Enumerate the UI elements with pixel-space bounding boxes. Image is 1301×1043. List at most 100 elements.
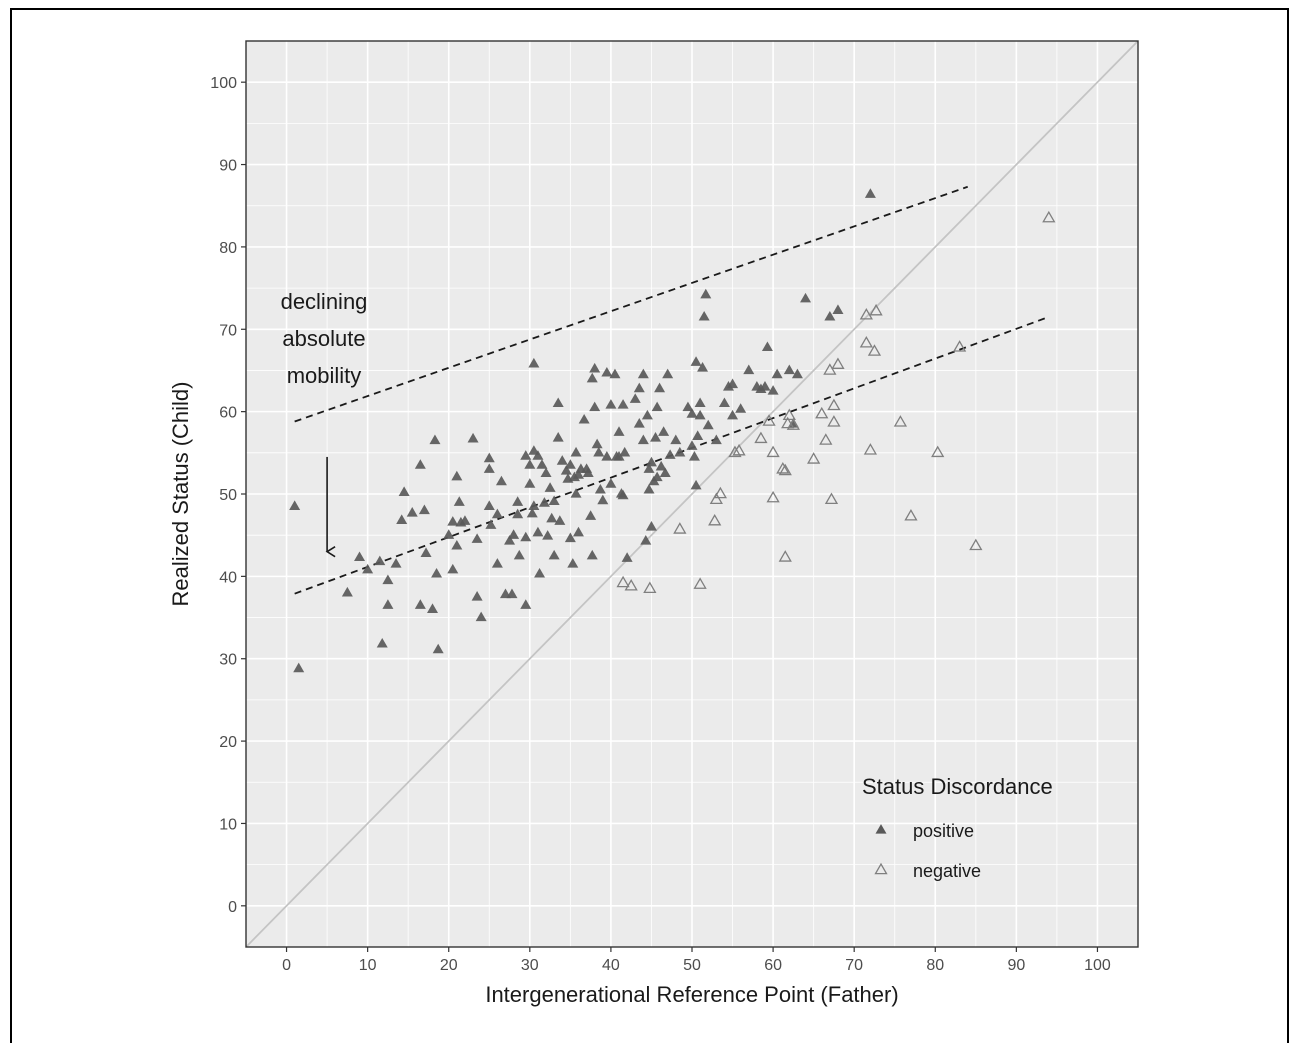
data-point-negative xyxy=(732,443,746,456)
data-point-positive xyxy=(694,409,706,420)
x-tick-label: 100 xyxy=(1084,957,1111,974)
data-point-positive xyxy=(643,463,655,473)
data-point-positive xyxy=(613,451,625,461)
data-point-positive xyxy=(761,341,773,352)
data-point-positive xyxy=(643,483,655,494)
annotation-line-3: mobility xyxy=(287,363,362,388)
y-tick-label: 60 xyxy=(219,405,237,422)
data-point-positive xyxy=(548,495,560,506)
data-point-negative xyxy=(713,486,728,499)
data-point-positive xyxy=(674,446,686,457)
legend-title: Status Discordance xyxy=(862,774,1053,799)
data-point-positive xyxy=(578,413,590,424)
y-tick-label: 80 xyxy=(219,240,237,257)
y-tick-label: 90 xyxy=(219,158,237,175)
y-tick-label: 30 xyxy=(219,652,237,669)
data-point-positive xyxy=(418,504,430,515)
data-point-positive xyxy=(609,368,621,379)
data-point-positive xyxy=(637,434,649,445)
data-point-positive xyxy=(702,419,714,430)
y-tick-label: 100 xyxy=(210,75,237,92)
data-point-positive xyxy=(791,368,803,379)
data-point-positive xyxy=(556,455,568,465)
data-point-negative xyxy=(708,513,722,526)
data-point-positive xyxy=(532,450,544,460)
data-point-positive xyxy=(390,558,402,568)
data-point-positive xyxy=(864,188,876,198)
data-point-positive xyxy=(483,452,495,463)
data-point-negative xyxy=(776,462,790,474)
x-tick-label: 0 xyxy=(282,957,291,974)
data-point-positive xyxy=(520,531,532,542)
data-point-positive xyxy=(664,449,676,459)
data-point-positive xyxy=(406,507,418,517)
y-tick-label: 20 xyxy=(219,734,237,751)
data-point-positive xyxy=(534,567,546,578)
axis-ticks: 0 10 20 30 40 50 60 70 80 90 100 0 10 20 30 40 50 60 70 80 9… xyxy=(210,75,1111,974)
data-point-negative xyxy=(863,443,878,455)
data-point-positive xyxy=(621,552,633,562)
data-point-positive xyxy=(659,467,671,478)
data-point-positive xyxy=(512,496,524,506)
data-point-positive xyxy=(431,567,443,578)
data-point-positive xyxy=(420,547,432,557)
data-point-positive xyxy=(427,603,439,613)
data-point-negative xyxy=(827,398,841,411)
data-point-positive xyxy=(542,530,554,540)
data-point-negative xyxy=(823,363,837,375)
data-point-positive xyxy=(536,459,548,469)
data-point-positive xyxy=(633,382,645,393)
data-point-negative xyxy=(616,575,630,588)
data-point-negative xyxy=(728,445,742,458)
reference-line-fit-upper xyxy=(294,185,969,423)
data-point-negative xyxy=(893,415,908,427)
data-point-positive xyxy=(658,426,670,436)
data-point-negative xyxy=(859,336,873,348)
data-point-positive xyxy=(554,515,566,525)
legend-label-positive: positive xyxy=(913,821,974,841)
data-point-positive xyxy=(617,399,629,409)
data-point-negative xyxy=(778,550,792,562)
legend-marker-negative xyxy=(874,862,888,875)
legend-marker-positive xyxy=(875,824,887,834)
x-tick-label: 50 xyxy=(683,957,701,974)
data-point-positive xyxy=(698,310,710,321)
y-tick-label: 50 xyxy=(219,487,237,504)
data-point-negative xyxy=(827,415,841,427)
data-point-positive xyxy=(832,304,844,314)
x-tick-label: 30 xyxy=(521,957,539,974)
data-point-positive xyxy=(354,551,366,562)
data-point-positive xyxy=(552,432,564,442)
data-point-positive xyxy=(293,662,305,673)
data-point-positive xyxy=(650,432,662,442)
data-point-positive xyxy=(532,526,544,537)
data-point-positive xyxy=(572,469,584,479)
data-point-positive xyxy=(727,378,739,389)
y-tick-label: 0 xyxy=(228,899,237,916)
data-point-positive xyxy=(471,591,483,601)
data-point-positive xyxy=(570,446,582,457)
data-point-positive xyxy=(567,558,579,568)
data-point-positive xyxy=(589,401,601,412)
data-point-positive xyxy=(655,460,667,471)
data-point-positive xyxy=(513,549,525,560)
data-point-negative xyxy=(673,522,687,534)
data-point-negative xyxy=(859,308,873,320)
reference-line-identity xyxy=(246,41,1138,947)
x-tick-label: 20 xyxy=(440,957,458,974)
data-point-positive xyxy=(690,356,702,366)
data-point-positive xyxy=(800,292,812,303)
data-point-positive xyxy=(759,380,771,391)
data-point-positive xyxy=(447,516,459,526)
data-point-positive xyxy=(654,382,666,393)
data-point-positive xyxy=(605,478,617,488)
data-point-positive xyxy=(432,643,444,654)
data-point-positive xyxy=(690,479,702,490)
data-point-positive xyxy=(824,310,836,321)
data-point-positive xyxy=(504,535,516,545)
data-point-positive xyxy=(613,426,625,436)
data-point-positive xyxy=(459,515,471,525)
data-point-negative xyxy=(762,414,776,426)
data-point-negative xyxy=(815,406,829,419)
